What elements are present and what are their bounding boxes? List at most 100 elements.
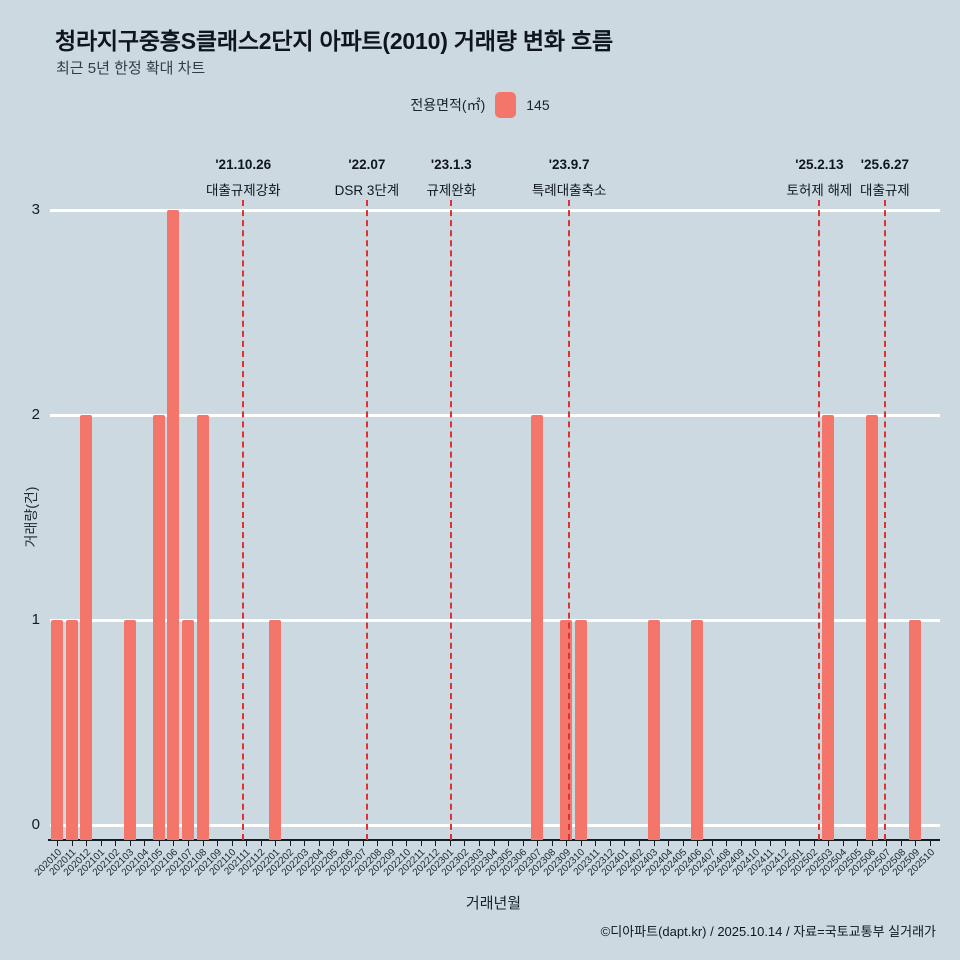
x-tick-202404	[668, 841, 670, 846]
gridline-0	[50, 824, 940, 827]
x-tick-202302	[464, 841, 466, 846]
x-tick-202204	[318, 841, 320, 846]
gridline-3	[50, 209, 940, 212]
event-label-5: 토허제 해제	[786, 183, 853, 198]
event-line-4	[568, 200, 571, 840]
x-tick-202304	[493, 841, 495, 846]
x-tick-202203	[304, 841, 306, 846]
x-tick-202212	[435, 841, 437, 846]
x-tick-202309	[566, 841, 568, 846]
x-tick-202106	[173, 841, 175, 846]
x-tick-202310	[580, 841, 582, 846]
x-tick-202507	[886, 841, 888, 846]
x-tick-202010	[57, 841, 58, 846]
bar-202108	[196, 415, 209, 840]
bar-202509	[909, 620, 922, 840]
event-label-6: 대출규제	[860, 183, 910, 198]
legend-value: 145	[526, 97, 550, 113]
page-title: 청라지구중흥S클래스2단지 아파트(2010) 거래량 변화 흐름	[55, 28, 613, 54]
event-line-2	[365, 200, 368, 840]
x-tick-202506	[871, 841, 873, 846]
x-tick-202210	[406, 841, 408, 846]
event-date-2: '22.07	[348, 157, 386, 172]
event-label-1: 대출규제강화	[205, 183, 281, 198]
bar-202103	[123, 620, 136, 840]
bar-202012	[80, 415, 93, 840]
x-tick-202405	[682, 841, 684, 846]
bar-202105	[152, 415, 165, 840]
event-label-2: DSR 3단계	[334, 183, 400, 198]
x-tick-202305	[508, 841, 510, 846]
x-tick-202402	[639, 841, 640, 846]
x-tick-202307	[537, 841, 539, 846]
x-tick-202107	[187, 841, 189, 846]
x-tick-202111	[246, 841, 248, 846]
x-tick-202504	[842, 841, 844, 846]
x-tick-202407	[711, 841, 713, 846]
x-tick-202105	[158, 841, 160, 846]
x-tick-202011	[71, 841, 73, 846]
x-tick-202501	[799, 841, 801, 846]
x-tick-202206	[348, 841, 349, 846]
x-tick-202509	[915, 841, 917, 846]
x-tick-202209	[391, 841, 393, 846]
x-tick-202103	[129, 841, 131, 846]
x-tick-202208	[377, 841, 379, 846]
event-label-3: 규제완화	[426, 183, 477, 198]
x-tick-202303	[478, 841, 480, 846]
y-tick-label-3: 3	[31, 201, 40, 218]
x-tick-202508	[900, 841, 902, 846]
legend: 전용면적(㎡) 145	[0, 92, 960, 118]
event-date-5: '25.2.13	[795, 157, 844, 172]
event-date-6: '25.6.27	[860, 157, 910, 172]
x-tick-202301	[449, 841, 451, 846]
y-tick-label-0: 0	[31, 816, 40, 833]
x-tick-202403	[653, 841, 655, 846]
x-tick-202411	[769, 841, 771, 846]
x-tick-202306	[522, 841, 524, 846]
x-tick-202410	[755, 841, 757, 846]
legend-swatch	[495, 92, 517, 118]
x-tick-202505	[857, 841, 859, 846]
event-line-1	[242, 200, 245, 840]
bar-202307	[531, 415, 544, 840]
bar-202503	[822, 415, 835, 840]
x-tick-202207	[362, 841, 364, 846]
x-tick-202412	[784, 841, 786, 846]
x-tick-202308	[551, 841, 553, 846]
event-line-6	[883, 200, 886, 840]
x-tick-202110	[231, 841, 233, 846]
x-tick-202409	[740, 841, 742, 846]
y-axis-title: 거래량(건)	[23, 486, 39, 548]
bar-202107	[181, 620, 194, 840]
x-tick-202401	[624, 841, 626, 846]
x-axis-title: 거래년월	[465, 895, 522, 912]
y-tick-label-1: 1	[31, 611, 40, 628]
event-line-5	[818, 200, 821, 840]
bar-202506	[865, 415, 878, 840]
x-axis-line	[48, 839, 940, 841]
x-tick-202112	[260, 841, 262, 846]
event-line-3	[450, 200, 453, 840]
x-tick-202408	[726, 841, 728, 846]
legend-label: 전용면적(㎡)	[410, 97, 486, 113]
x-tick-202102	[115, 841, 117, 846]
event-date-4: '23.9.7	[548, 157, 590, 172]
x-tick-202312	[609, 841, 611, 846]
gridline-2	[50, 414, 940, 417]
bar-202403	[647, 620, 660, 840]
gridline-1	[50, 619, 940, 622]
bar-202310	[574, 620, 587, 840]
x-tick-202211	[420, 841, 422, 846]
page-subtitle: 최근 5년 한정 확대 차트	[56, 60, 206, 77]
x-tick-202202	[289, 841, 291, 846]
x-tick-202104	[144, 841, 146, 846]
footer-credit: ©디아파트(dapt.kr) / 2025.10.14 / 자료=국토교통부 실…	[600, 924, 936, 939]
x-tick-202201	[275, 841, 277, 846]
event-label-4: 특례대출축소	[531, 183, 607, 198]
x-tick-202502	[813, 841, 815, 846]
x-tick-202311	[595, 841, 597, 846]
x-tick-202012	[86, 841, 88, 846]
x-tick-202205	[333, 841, 335, 846]
